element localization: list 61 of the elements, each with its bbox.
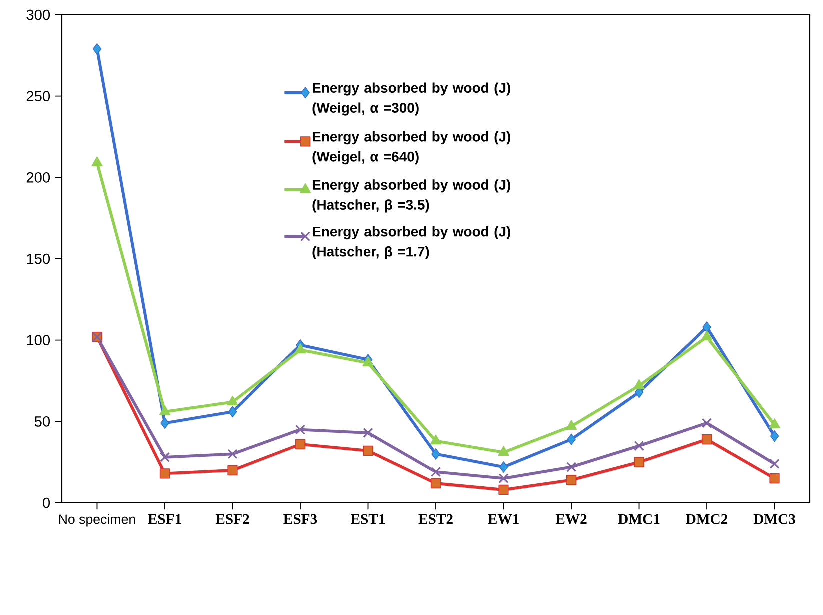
- point: [769, 418, 780, 428]
- point: [702, 434, 712, 445]
- point: [363, 428, 374, 438]
- point: [92, 156, 103, 166]
- legend-label: Energy absorbed by wood (J) (Hatscher, β =1.7): [312, 226, 510, 260]
- point: [702, 418, 712, 428]
- legend-label: Energy absorbed by wood (J) (Hatscher, β =3.5): [312, 180, 510, 213]
- y-tick-label: 0: [43, 498, 50, 508]
- point: [430, 478, 442, 489]
- point: [770, 474, 780, 484]
- point: [92, 43, 102, 55]
- point: [430, 467, 442, 478]
- x-tick-label: EW1: [488, 514, 519, 524]
- point: [160, 468, 170, 479]
- point: [295, 424, 306, 435]
- x-tick-label: No specimen: [59, 514, 136, 527]
- point: [770, 430, 780, 442]
- point: [566, 475, 577, 486]
- x-tick-label: ESF1: [148, 514, 182, 524]
- point: [634, 379, 645, 390]
- point: [160, 452, 170, 462]
- point: [567, 434, 576, 446]
- point: [363, 446, 374, 456]
- point: [430, 434, 442, 445]
- y-tick-label: 300: [26, 10, 50, 20]
- point: [634, 457, 644, 468]
- point: [228, 465, 238, 476]
- point: [159, 406, 171, 416]
- x-tick-label: ESF2: [216, 514, 250, 524]
- point: [566, 420, 578, 430]
- y-tick-label: 50: [34, 416, 50, 427]
- point: [566, 462, 577, 472]
- x-tick-label: EST2: [418, 514, 453, 524]
- point: [295, 439, 306, 450]
- point: [498, 484, 509, 496]
- y-tick-label: 100: [27, 335, 50, 346]
- point: [160, 418, 170, 430]
- y-tick-label: 150: [27, 254, 50, 264]
- x-tick-label: DMC2: [686, 514, 728, 524]
- point: [228, 406, 238, 418]
- point: [701, 330, 713, 340]
- point: [294, 344, 306, 354]
- point: [770, 458, 780, 470]
- point: [702, 322, 712, 334]
- point: [432, 448, 440, 460]
- point: [227, 396, 238, 406]
- point: [498, 474, 509, 484]
- x-tick-label: DMC1: [618, 514, 660, 524]
- x-tick-label: EW2: [556, 514, 587, 524]
- point: [362, 356, 374, 367]
- y-tick-label: 200: [26, 172, 50, 183]
- x-tick-label: EST1: [350, 514, 386, 524]
- point: [499, 461, 508, 473]
- legend-label: Energy absorbed by wood (J) (Weigel, α =640): [312, 132, 510, 165]
- point: [228, 449, 238, 460]
- legend-label: Energy absorbed by wood (J) (Weigel, α =300): [312, 82, 510, 116]
- x-tick-label: DMC3: [754, 514, 796, 524]
- y-tick-label: 250: [26, 91, 50, 102]
- point: [498, 446, 510, 456]
- x-tick-label: ESF3: [284, 514, 318, 524]
- point: [634, 441, 644, 452]
